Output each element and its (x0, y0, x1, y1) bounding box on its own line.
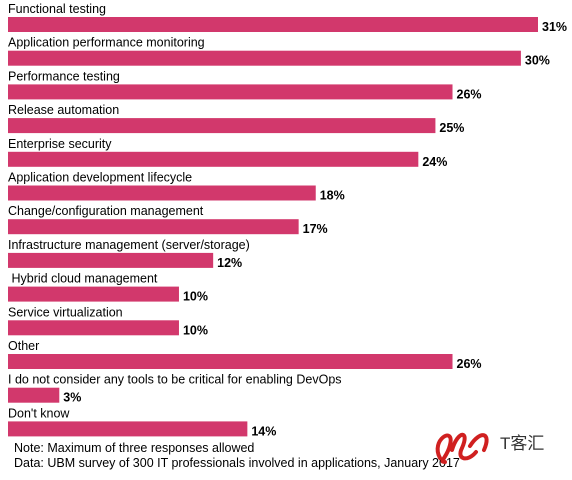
bar (8, 118, 436, 134)
bar (8, 219, 299, 235)
note: Data: UBM survey of 300 IT professionals… (14, 456, 460, 470)
value-label: 3% (63, 391, 81, 405)
bar (8, 50, 521, 66)
category-label: Application development lifecycle (8, 171, 192, 185)
value-label: 10% (183, 323, 208, 337)
logo-mark (435, 432, 489, 464)
bar (8, 421, 248, 437)
value-label: 26% (457, 357, 482, 371)
category-label: Infrastructure management (server/storag… (8, 238, 250, 252)
value-label: 30% (525, 54, 550, 68)
logo-text: T客汇 (500, 434, 544, 453)
value-label: 31% (542, 20, 567, 34)
category-label: I do not consider any tools to be critic… (8, 373, 342, 387)
category-label: Performance testing (8, 69, 120, 83)
note: Note: Maximum of three responses allowed (14, 441, 254, 455)
category-label: Enterprise security (8, 137, 112, 151)
value-label: 17% (303, 222, 328, 236)
category-label: Release automation (8, 103, 119, 117)
category-label: Functional testing (8, 2, 106, 16)
value-label: 12% (217, 256, 242, 270)
bar (8, 185, 316, 201)
value-label: 10% (183, 290, 208, 304)
bar (8, 252, 214, 268)
value-label: 25% (439, 121, 464, 135)
value-label: 18% (320, 189, 345, 203)
category-label: Don't know (8, 406, 70, 420)
category-label: Service virtualization (8, 305, 123, 319)
value-label: 26% (457, 87, 482, 101)
category-label: Change/configuration management (8, 204, 204, 218)
category-label: Hybrid cloud management (8, 272, 158, 286)
bar (8, 286, 179, 302)
bar (8, 387, 60, 403)
bar (8, 17, 538, 32)
value-label: 14% (251, 424, 276, 438)
bar (8, 354, 453, 369)
value-label: 24% (422, 155, 447, 169)
bar (8, 151, 419, 167)
bar (8, 84, 453, 100)
category-label: Application performance monitoring (8, 36, 205, 50)
category-label: Other (8, 339, 39, 353)
bar (8, 320, 179, 336)
